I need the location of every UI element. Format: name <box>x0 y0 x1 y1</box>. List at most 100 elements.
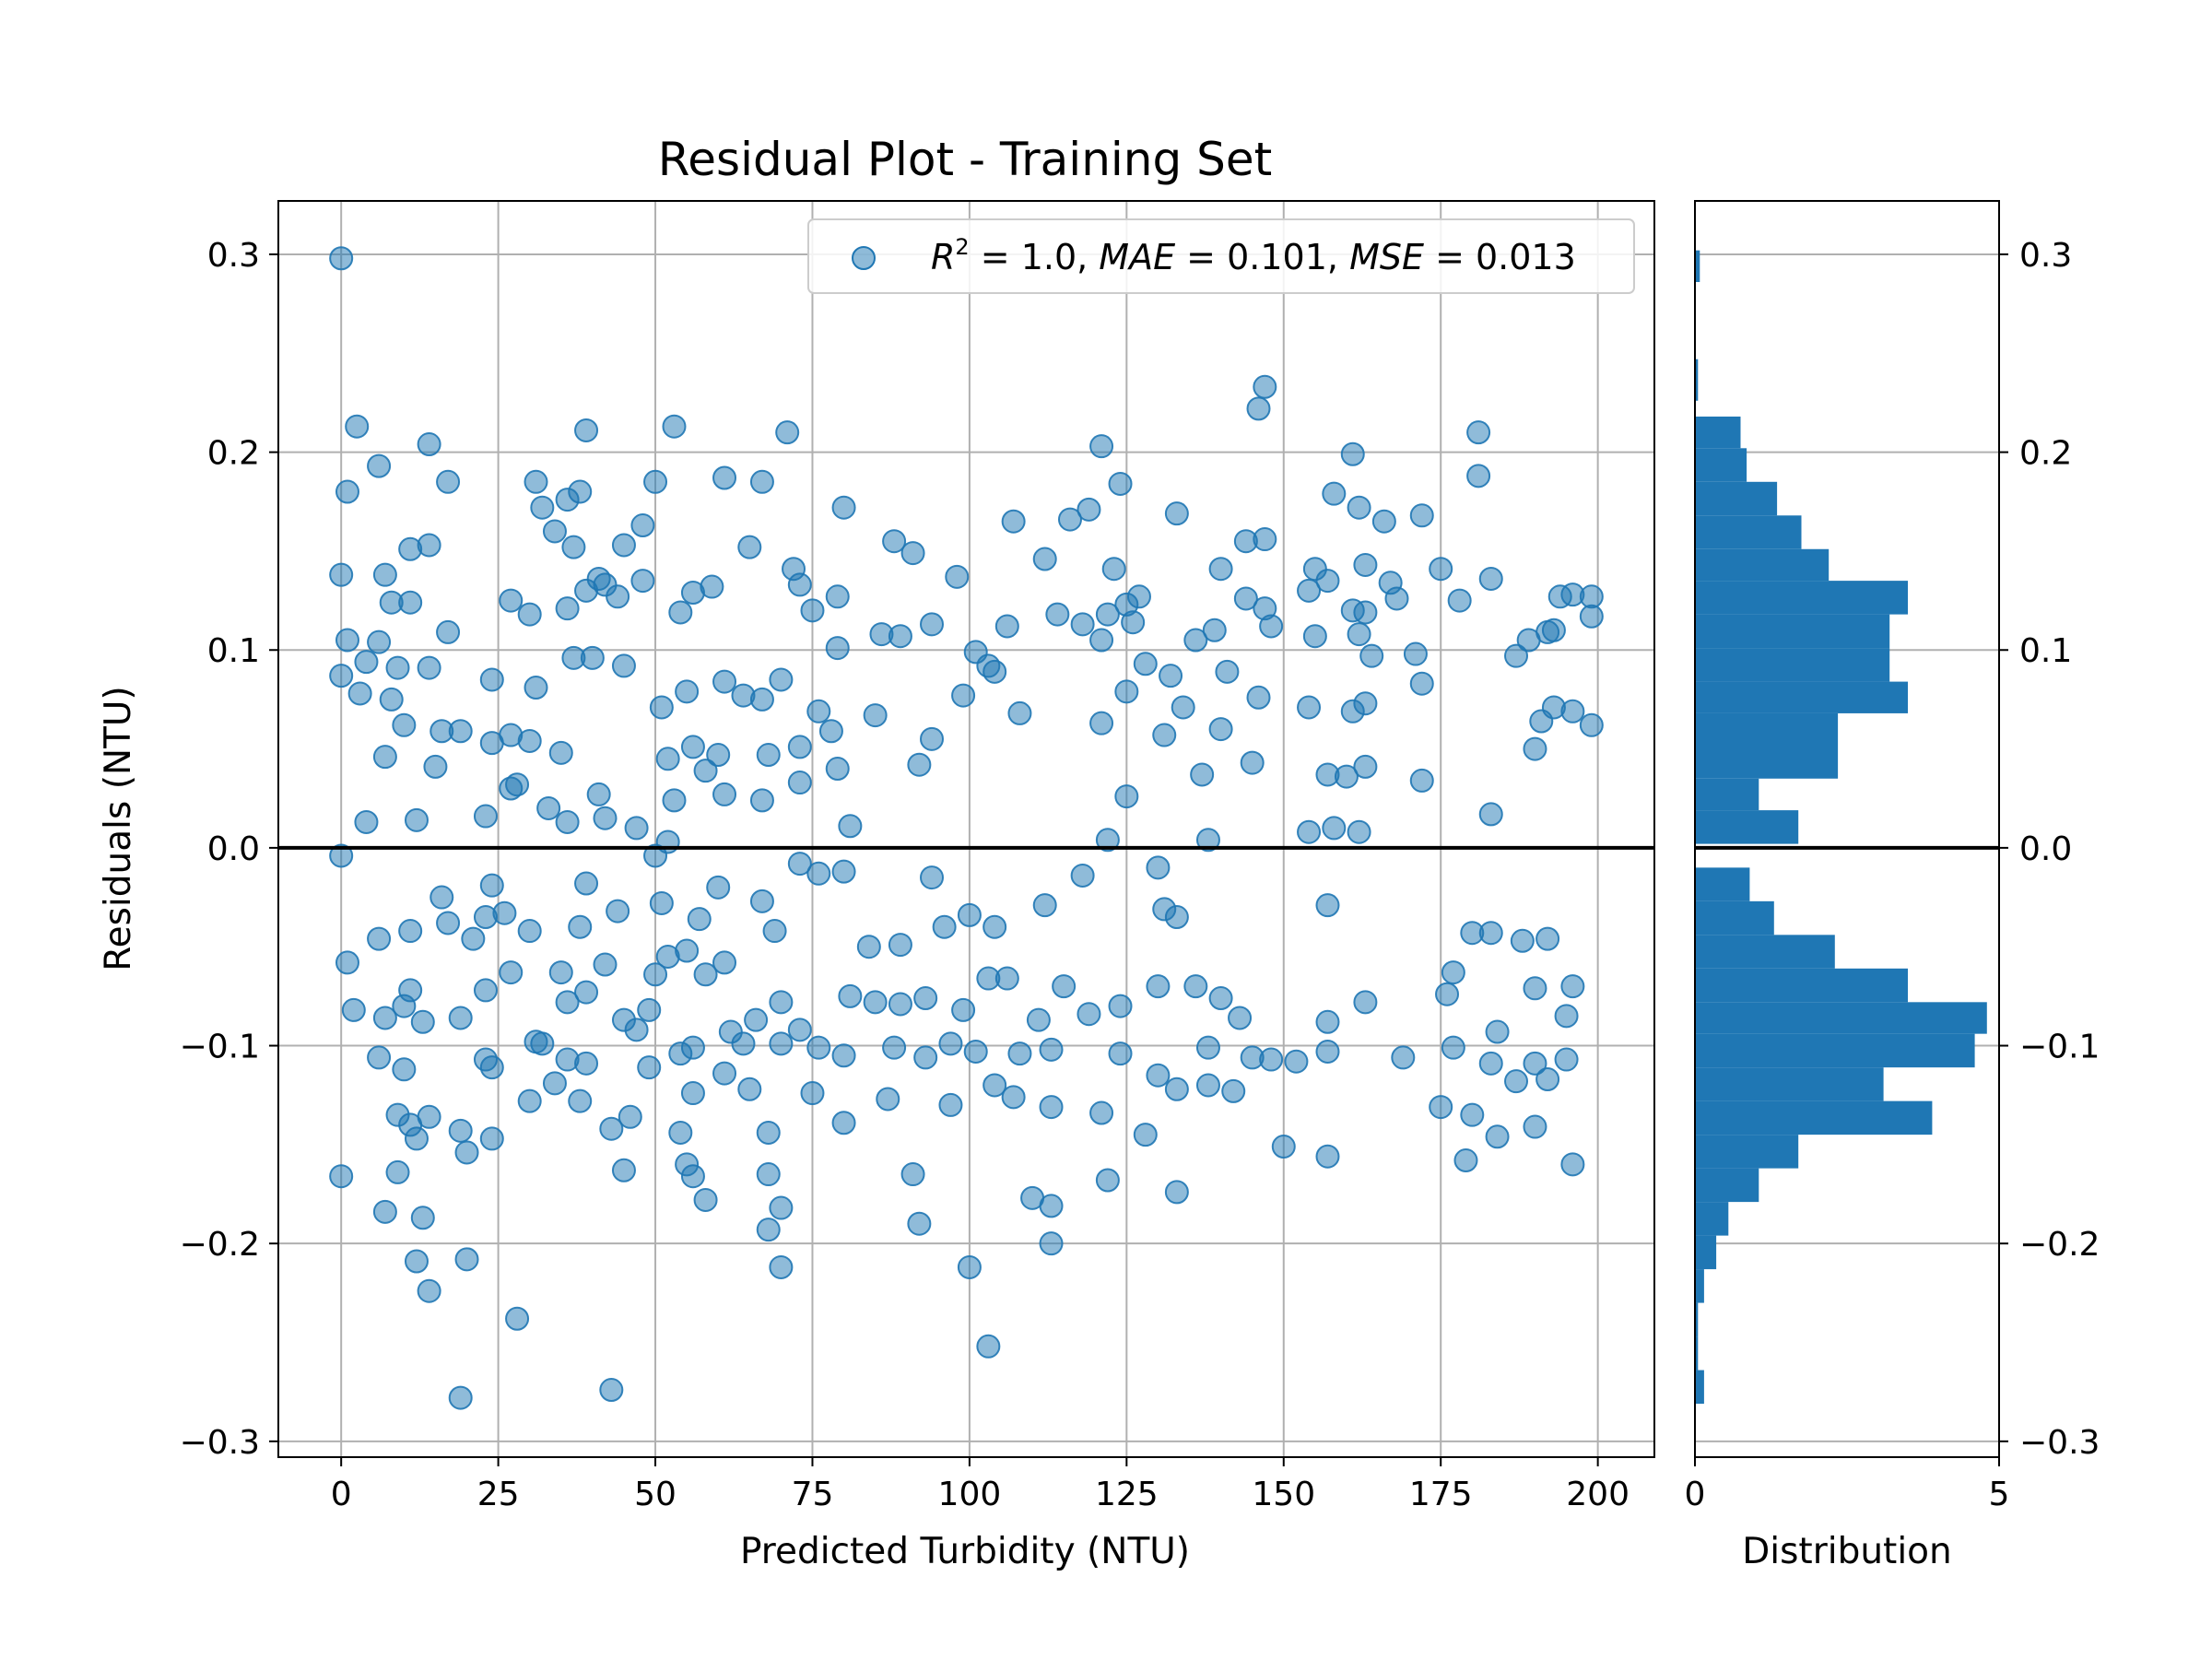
scatter-point <box>599 1116 624 1141</box>
scatter-point <box>668 1120 693 1145</box>
scatter-point <box>662 788 687 813</box>
scatter-point <box>769 1254 794 1279</box>
y-tick-label: 0.0 <box>207 830 260 868</box>
scatter-point <box>599 1378 624 1403</box>
scatter-point <box>649 695 674 720</box>
scatter-point <box>524 469 548 494</box>
scatter-point <box>731 1031 756 1056</box>
scatter-point <box>561 535 586 559</box>
scatter-point <box>1353 552 1378 577</box>
scatter-point <box>712 1061 737 1086</box>
hist-bar <box>1695 1168 1759 1203</box>
scatter-point <box>1133 1123 1158 1147</box>
scatter-point <box>1315 569 1340 594</box>
scatter-point <box>680 1164 705 1189</box>
hist-bar <box>1695 681 1908 713</box>
scatter-point <box>417 432 441 457</box>
scatter-point <box>907 752 932 777</box>
scatter-point <box>963 1039 988 1064</box>
scatter-point <box>417 1104 441 1129</box>
scatter-point <box>838 814 863 839</box>
scatter-point <box>1077 1002 1101 1027</box>
scatter-point <box>1070 863 1095 888</box>
hist-y-tick-label: −0.3 <box>2019 1424 2100 1462</box>
y-tick-label: 0.2 <box>207 435 260 473</box>
scatter-point <box>1523 736 1547 761</box>
scatter-point <box>1353 600 1378 625</box>
scatter-point <box>417 655 441 680</box>
legend-marker <box>852 246 876 270</box>
scatter-point <box>913 986 938 1011</box>
scatter-point <box>957 1254 982 1279</box>
scatter-point <box>392 712 417 737</box>
scatter-point <box>404 807 429 832</box>
hist-y-tick-label: 0.0 <box>2019 830 2072 868</box>
scatter-point <box>687 907 712 932</box>
x-tick-label: 25 <box>477 1476 520 1513</box>
scatter-point <box>863 990 888 1015</box>
scatter-point <box>637 1055 662 1080</box>
scatter-point <box>1315 1039 1340 1064</box>
scatter-point <box>945 564 970 589</box>
scatter-point <box>568 914 593 939</box>
hist-bar <box>1695 1235 1717 1270</box>
scatter-point <box>693 962 718 987</box>
scatter-point <box>1560 1152 1585 1177</box>
scatter-point <box>1504 1069 1529 1094</box>
scatter-point <box>624 1018 649 1042</box>
scatter-point <box>568 479 593 504</box>
scatter-point <box>856 935 881 959</box>
scatter-point <box>1240 750 1265 775</box>
scatter-point <box>606 899 630 924</box>
scatter-point <box>643 469 668 494</box>
scatter-point <box>675 679 700 704</box>
scatter-point <box>1095 1168 1120 1193</box>
scatter-point <box>762 919 787 944</box>
scatter-point <box>1077 497 1101 522</box>
hist-bar <box>1695 1033 1975 1068</box>
scatter-point <box>1554 1004 1579 1029</box>
scatter-point <box>423 754 448 779</box>
scatter-point <box>367 926 392 951</box>
scatter-point <box>398 536 423 561</box>
scatter-point <box>524 676 548 700</box>
scatter-point <box>675 938 700 963</box>
scatter-point <box>825 636 850 661</box>
scatter-point <box>410 1206 435 1230</box>
scatter-point <box>1409 503 1434 528</box>
scatter-point <box>436 911 461 935</box>
scatter-point <box>800 1081 825 1106</box>
scatter-point <box>448 1006 473 1030</box>
scatter-point <box>542 519 567 544</box>
scatter-point <box>1032 547 1057 571</box>
scatter-point <box>1152 723 1177 747</box>
scatter-point <box>1052 974 1077 999</box>
scatter-point <box>335 950 359 975</box>
scatter-point <box>1391 1045 1416 1070</box>
scatter-point <box>1403 641 1428 666</box>
scatter-point <box>1560 974 1585 999</box>
scatter-point <box>1001 509 1026 534</box>
scatter-point <box>517 919 542 944</box>
scatter-point <box>1297 578 1322 603</box>
scatter-point <box>1208 986 1233 1011</box>
scatter-point <box>574 1051 599 1076</box>
scatter-point <box>982 914 1007 939</box>
scatter-point <box>1159 664 1183 688</box>
scatter-point <box>1259 614 1284 639</box>
scatter-point <box>473 804 498 829</box>
scatter-point <box>749 687 774 712</box>
hist-bar <box>1695 935 1835 969</box>
y-tick-label: −0.2 <box>180 1226 260 1264</box>
scatter-point <box>436 469 461 494</box>
scatter-point <box>1284 1049 1309 1074</box>
scatter-point <box>1384 586 1409 611</box>
scatter-point <box>938 1092 963 1117</box>
scatter-point <box>1466 420 1491 445</box>
hist-bar <box>1695 416 1741 449</box>
scatter-point <box>649 890 674 915</box>
scatter-point <box>1340 441 1365 466</box>
scatter-point <box>574 418 599 442</box>
y-tick-label: 0.1 <box>207 632 260 670</box>
chart-title: Residual Plot - Training Set <box>658 133 1272 186</box>
